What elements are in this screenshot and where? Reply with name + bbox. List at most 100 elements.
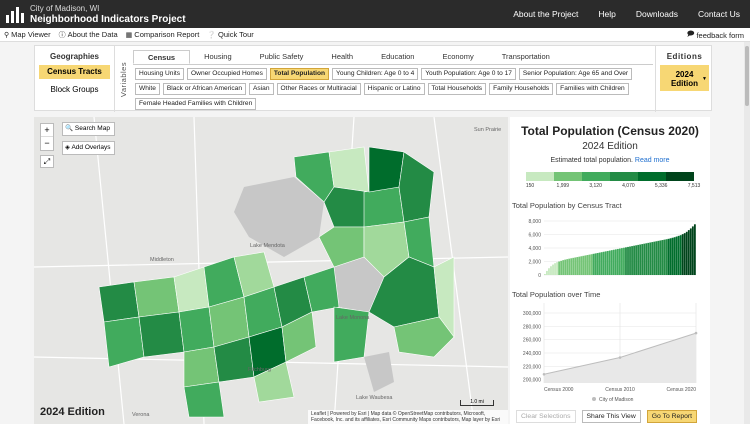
tract[interactable] (368, 146, 405, 193)
data-point[interactable] (618, 356, 622, 359)
chip-total-population[interactable]: Total Population (269, 68, 330, 80)
tab-transportation[interactable]: Transportation (501, 52, 550, 61)
go-to-report-button[interactable]: Go To Report (646, 410, 698, 423)
tract-bar[interactable] (643, 243, 646, 275)
add-overlays-button[interactable]: ◈ Add Overlays (62, 141, 116, 155)
edition-dropdown[interactable]: 2024 Edition ▼ (660, 65, 709, 91)
tract-bar[interactable] (560, 260, 563, 275)
tract-bar[interactable] (596, 252, 599, 275)
search-map-button[interactable]: 🔍 Search Map (62, 122, 115, 136)
chip-family-households[interactable]: Family Households (489, 83, 554, 95)
tract-bar[interactable] (592, 253, 595, 275)
chip-white[interactable]: White (135, 83, 160, 95)
tract-bar[interactable] (554, 263, 556, 275)
chip-total-households[interactable]: Total Households (427, 83, 487, 95)
chip-families-children[interactable]: Families with Children (556, 83, 629, 95)
tract-bar[interactable] (631, 246, 633, 275)
tract-bar[interactable] (667, 238, 670, 275)
tract[interactable] (183, 381, 225, 418)
tract-bar[interactable] (570, 258, 573, 275)
fullscreen-button[interactable]: ⤢ (40, 155, 54, 168)
tract[interactable] (328, 146, 370, 193)
tract-bar[interactable] (653, 241, 656, 275)
chip-hispanic[interactable]: Hispanic or Latino (363, 83, 425, 95)
map-area[interactable]: Sun Prairie Middleton Fitchburg Verona L… (34, 117, 508, 424)
tract-bar[interactable] (675, 236, 678, 275)
tract-bar[interactable] (687, 230, 690, 275)
tract[interactable] (363, 186, 405, 228)
chip-youth-population[interactable]: Youth Population: Age 0 to 17 (421, 68, 516, 80)
tract-bar[interactable] (586, 255, 589, 275)
tract-bar[interactable] (649, 242, 652, 275)
tract-bar[interactable] (574, 257, 577, 275)
clear-selections-button[interactable]: Clear Selections (516, 410, 576, 423)
tract-bar[interactable] (612, 249, 615, 275)
tract-bar[interactable] (572, 257, 575, 275)
zoom-out-button[interactable]: − (44, 138, 50, 148)
tract-bar[interactable] (590, 254, 593, 275)
tract-bar[interactable] (693, 224, 696, 275)
tab-public-safety[interactable]: Public Safety (259, 52, 304, 61)
tract-bar[interactable] (677, 235, 680, 275)
tract-bar[interactable] (558, 261, 561, 276)
about-data-link[interactable]: ⓘ About the Data (59, 30, 118, 40)
logo-icon[interactable] (4, 3, 26, 25)
tract-bar[interactable] (645, 243, 648, 275)
tab-housing[interactable]: Housing (204, 52, 232, 61)
tract-bar[interactable] (681, 234, 684, 275)
share-view-button[interactable]: Share This View (581, 410, 641, 423)
chip-asian[interactable]: Asian (249, 83, 274, 95)
brand[interactable]: City of Madison, WI Neighborhood Indicat… (30, 3, 186, 25)
tab-economy[interactable]: Economy (442, 52, 474, 61)
nav-contact[interactable]: Contact Us (697, 9, 740, 19)
tract[interactable] (398, 151, 435, 223)
chip-owner-occupied[interactable]: Owner Occupied Homes (187, 68, 267, 80)
comparison-report-link[interactable]: ▦ Comparison Report (126, 30, 200, 39)
tract-bar[interactable] (635, 245, 638, 275)
population-line-chart[interactable]: 200,000 220,000 240,000 260,000 280,000 300,0… (510, 297, 710, 407)
scrollbar-thumb[interactable] (745, 46, 749, 106)
tract-bar[interactable] (683, 233, 686, 275)
tract-bar[interactable] (633, 245, 635, 275)
nav-downloads[interactable]: Downloads (635, 9, 678, 19)
tract-bar[interactable] (606, 250, 609, 275)
tract-bar[interactable] (661, 240, 664, 275)
tract-bar[interactable] (576, 257, 579, 275)
tract-bar[interactable] (566, 259, 569, 275)
tract[interactable] (133, 276, 180, 318)
tract[interactable] (303, 266, 340, 313)
tract-bar[interactable] (629, 246, 631, 275)
tab-health[interactable]: Health (331, 52, 354, 61)
tract-bar[interactable] (580, 256, 583, 275)
tract-bar[interactable] (546, 270, 548, 275)
tract[interactable] (138, 311, 185, 358)
data-point[interactable] (542, 372, 546, 376)
tract-bar[interactable] (655, 241, 658, 275)
tract[interactable] (183, 346, 220, 388)
tract-bar[interactable] (673, 237, 676, 275)
tract-bar[interactable] (610, 250, 613, 275)
chip-senior-population[interactable]: Senior Population: Age 65 and Over (518, 68, 633, 80)
tract-bar[interactable] (584, 255, 587, 275)
tract-bar[interactable] (552, 264, 554, 275)
tract-bar[interactable] (548, 268, 550, 275)
tract[interactable] (98, 281, 140, 323)
tract[interactable] (173, 266, 210, 313)
tract-bar[interactable] (689, 228, 692, 275)
tract-bar[interactable] (616, 248, 619, 275)
tract-bar[interactable] (637, 244, 640, 275)
geo-block-groups[interactable]: Block Groups (50, 85, 99, 94)
tract-bar[interactable] (641, 244, 644, 275)
chip-young-children[interactable]: Young Children: Age 0 to 4 (332, 68, 419, 80)
tract-bar[interactable] (550, 266, 552, 275)
map-viewer-link[interactable]: ⚲ Map Viewer (4, 30, 51, 39)
geo-census-tracts[interactable]: Census Tracts (39, 65, 110, 79)
tract[interactable] (281, 311, 317, 363)
tract-bar[interactable] (594, 253, 597, 275)
tract-bar[interactable] (671, 237, 674, 275)
tract-bar[interactable] (608, 250, 611, 275)
zoom-in-button[interactable]: + (41, 124, 53, 137)
chip-female-headed[interactable]: Female Headed Families with Children (135, 98, 257, 110)
quick-tour-link[interactable]: ❔ Quick Tour (207, 30, 253, 39)
tract-bar[interactable] (588, 254, 591, 275)
